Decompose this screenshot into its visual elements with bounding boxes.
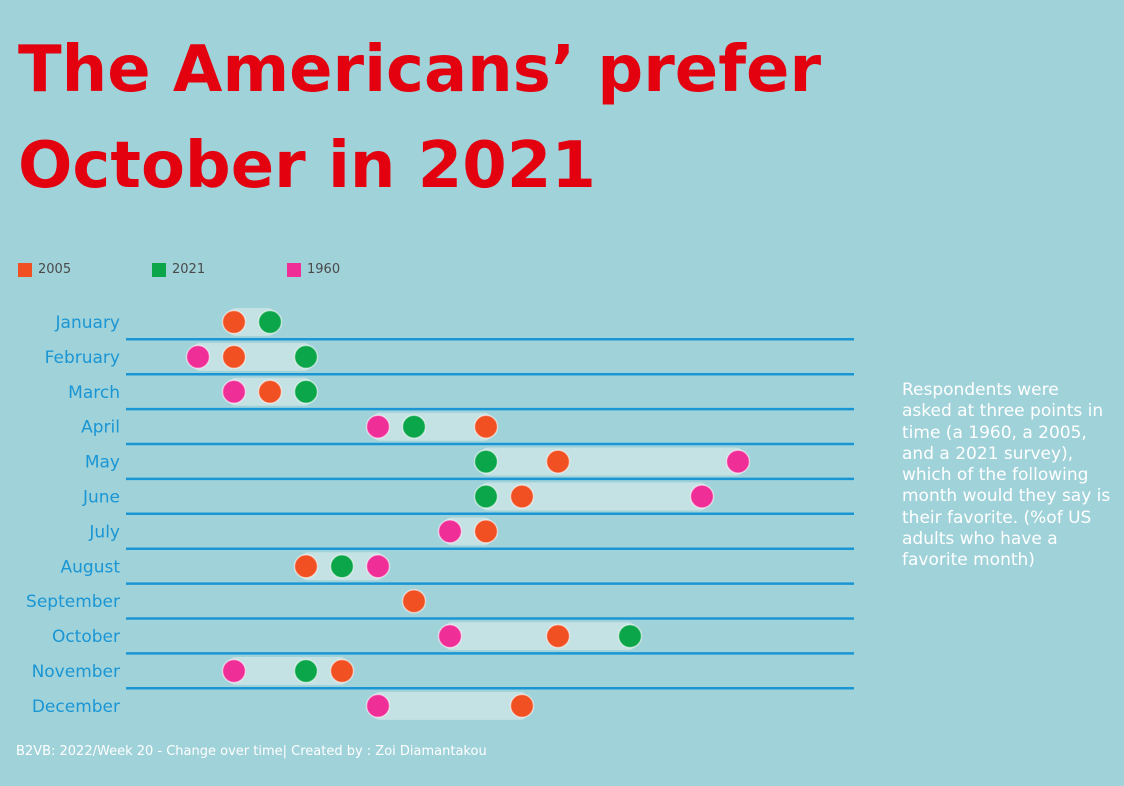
data-point-2005-february[interactable] <box>221 344 247 370</box>
legend-swatch-1960 <box>287 262 301 277</box>
range-band <box>480 447 744 476</box>
data-point-2005-october[interactable] <box>545 623 571 649</box>
legend-label: 2005 <box>38 262 72 277</box>
legend-item-1960[interactable]: 1960 <box>287 262 340 277</box>
data-point-1960-october[interactable] <box>437 623 463 649</box>
month-label: December <box>32 697 120 717</box>
data-point-2021-february[interactable] <box>293 344 319 370</box>
legend-item-2021[interactable]: 2021 <box>152 262 205 277</box>
data-point-2005-june[interactable] <box>509 484 535 509</box>
data-point-1960-april[interactable] <box>365 414 391 439</box>
month-label: October <box>52 627 120 647</box>
data-point-2021-april[interactable] <box>401 414 427 439</box>
data-point-2005-march[interactable] <box>257 379 283 405</box>
range-band <box>372 412 492 441</box>
month-label: April <box>81 418 120 438</box>
data-point-2021-may[interactable] <box>473 449 499 474</box>
data-point-1960-august[interactable] <box>365 554 391 579</box>
footer-credit: B2VB: 2022/Week 20 - Change over time| C… <box>16 744 487 759</box>
range-band <box>192 342 312 371</box>
data-point-2005-september[interactable] <box>401 588 427 614</box>
data-point-2021-november[interactable] <box>293 658 319 684</box>
data-point-2021-june[interactable] <box>473 484 499 509</box>
data-point-2005-december[interactable] <box>509 693 535 719</box>
data-point-2005-may[interactable] <box>545 449 571 474</box>
month-label: May <box>85 453 120 473</box>
range-band <box>372 691 528 720</box>
data-point-2021-october[interactable] <box>617 623 643 649</box>
month-label: September <box>26 592 120 612</box>
page-title: The Americans’ prefer October in 2021 <box>18 33 821 203</box>
month-label: February <box>45 348 120 368</box>
chart-description: Respondents were asked at three points i… <box>902 380 1111 571</box>
legend-swatch-2005 <box>18 262 32 277</box>
legend-label: 1960 <box>307 262 341 277</box>
month-label: March <box>68 383 120 403</box>
month-label: July <box>88 522 120 542</box>
month-label: June <box>82 488 120 508</box>
data-point-1960-december[interactable] <box>365 693 391 719</box>
data-point-2005-april[interactable] <box>473 414 499 439</box>
data-point-1960-july[interactable] <box>437 519 463 544</box>
data-point-2005-january[interactable] <box>221 309 247 335</box>
data-point-1960-november[interactable] <box>221 658 247 684</box>
month-label: August <box>61 557 121 577</box>
range-band <box>444 622 636 651</box>
legend-label: 2021 <box>172 262 206 277</box>
data-point-2021-january[interactable] <box>257 309 283 335</box>
month-label: January <box>55 313 120 333</box>
legend-swatch-2021 <box>152 262 166 277</box>
legend-item-2005[interactable]: 2005 <box>18 262 71 277</box>
data-point-1960-march[interactable] <box>221 379 247 405</box>
data-point-1960-may[interactable] <box>725 449 751 474</box>
range-band <box>228 657 348 685</box>
data-point-2005-august[interactable] <box>293 554 319 579</box>
month-label: November <box>32 662 120 682</box>
range-band <box>480 482 708 511</box>
data-point-2021-august[interactable] <box>329 554 355 579</box>
data-point-1960-february[interactable] <box>185 344 211 370</box>
data-point-2005-november[interactable] <box>329 658 355 684</box>
data-point-2005-july[interactable] <box>473 519 499 544</box>
data-point-1960-june[interactable] <box>689 484 715 509</box>
data-point-2021-march[interactable] <box>293 379 319 405</box>
